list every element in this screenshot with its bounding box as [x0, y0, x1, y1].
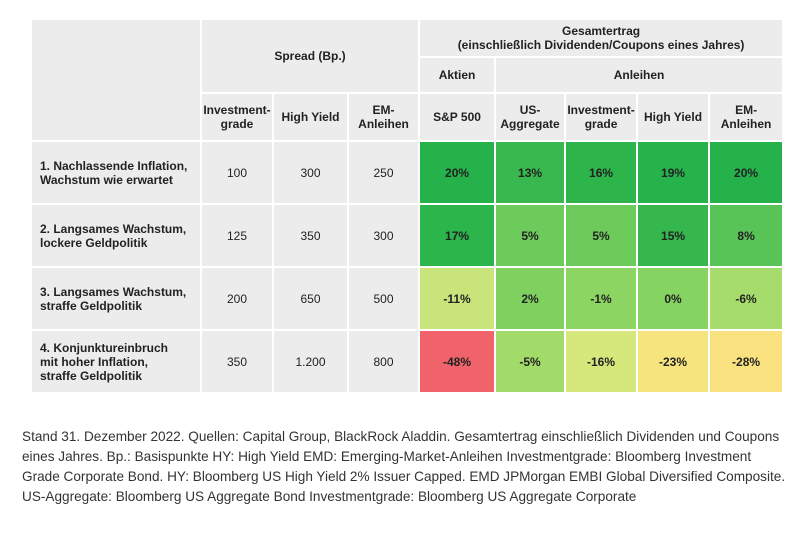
- text-line: 2. Langsames Wachstum,: [40, 221, 187, 236]
- return-cell: 5%: [494, 203, 567, 268]
- return-cell: -16%: [564, 329, 639, 394]
- column-header: Investment-grade: [564, 92, 639, 142]
- return-cell: -1%: [564, 266, 639, 331]
- return-cell: 20%: [708, 140, 785, 205]
- spread-cell: 500: [346, 266, 421, 331]
- column-header: EM- Anleihen: [708, 92, 785, 142]
- text-line: US-: [519, 103, 541, 117]
- return-cell: -11%: [418, 266, 497, 331]
- data-row: 1. Nachlassende Inflation, Wachstum wie e…: [30, 140, 785, 205]
- text-line: Aggregate: [500, 117, 560, 131]
- column-header: US- Aggregate: [494, 92, 567, 142]
- header-row: Aktien Anleihen: [31, 56, 785, 94]
- data-row: 2. Langsames Wachstum, lockere Geldpoliti…: [30, 203, 785, 268]
- row-label: 2. Langsames Wachstum, lockere Geldpoliti…: [30, 203, 202, 268]
- text-line: 3. Langsames Wachstum,: [40, 284, 187, 299]
- return-cell: 5%: [564, 203, 639, 268]
- data-row: 3. Langsames Wachstum, straffe Geldpoliti…: [30, 266, 785, 331]
- text-line: Anleihen: [720, 117, 772, 131]
- return-cell: 8%: [708, 203, 785, 268]
- header-text: Spread (Bp.): [274, 49, 346, 63]
- return-cell: 0%: [636, 266, 711, 331]
- text-line: S&P 500: [433, 110, 481, 124]
- text-line: straffe Geldpolitik: [40, 368, 143, 383]
- text-line: lockere Geldpolitik: [40, 235, 148, 250]
- return-cell: 15%: [636, 203, 711, 268]
- data-row: 4. Konjunktureinbruch mit hoher Inflation…: [30, 329, 785, 394]
- corner-cell: [30, 18, 202, 142]
- column-header: EM- Anleihen: [346, 92, 421, 142]
- text-line: grade: [584, 117, 618, 131]
- row-label: 1. Nachlassende Inflation, Wachstum wie e…: [30, 140, 202, 205]
- return-cell: -48%: [418, 329, 497, 394]
- return-cell: -5%: [494, 329, 567, 394]
- spread-cell: 650: [272, 266, 349, 331]
- bonds-header: Anleihen: [494, 56, 785, 94]
- return-cell: 19%: [636, 140, 711, 205]
- row-label: 4. Konjunktureinbruch mit hoher Inflation…: [30, 329, 202, 394]
- return-cell: -28%: [708, 329, 785, 394]
- text-line: 1. Nachlassende Inflation,: [40, 158, 188, 173]
- spread-cell: 800: [346, 329, 421, 394]
- spread-header: Spread (Bp.): [199, 18, 421, 94]
- spread-cell: 250: [346, 140, 421, 205]
- text-line: Investment-: [203, 103, 271, 117]
- text-line: mit hoher Inflation,: [40, 354, 148, 369]
- text-line: grade: [220, 117, 254, 131]
- header-row: Spread (Bp.) Gesamtertrag (einschließlich …: [30, 18, 785, 142]
- return-cell: 20%: [418, 140, 497, 205]
- spread-cell: 200: [200, 266, 274, 331]
- text-line: Anleihen: [358, 117, 409, 131]
- spread-cell: 350: [200, 329, 274, 394]
- column-header: S&P 500: [418, 92, 497, 142]
- column-header: High Yield: [272, 92, 349, 142]
- row-label: 3. Langsames Wachstum, straffe Geldpoliti…: [30, 266, 202, 331]
- text-line: EM-: [735, 103, 758, 117]
- column-header: Investment-grade: [200, 92, 274, 142]
- header-row: Investment-grade High Yield EM- Anleihen S&P…: [31, 92, 785, 142]
- scenario-table: Spread (Bp.) Gesamtertrag (einschließlich …: [30, 18, 785, 394]
- total-header: Gesamtertrag (einschließlich Dividenden/C…: [418, 18, 785, 58]
- footnote: Stand 31. Dezember 2022. Quellen: Capita…: [22, 429, 786, 504]
- text-line: EM-: [372, 103, 395, 117]
- text-line: Wachstum wie erwartet: [40, 172, 173, 187]
- return-cell: 17%: [418, 203, 497, 268]
- text-line: Investment-: [567, 103, 635, 117]
- return-cell: 2%: [494, 266, 567, 331]
- column-header: High Yield: [636, 92, 711, 142]
- text-line: High Yield: [644, 110, 703, 124]
- return-cell: -6%: [708, 266, 785, 331]
- spread-cell: 125: [200, 203, 274, 268]
- return-cell: -23%: [636, 329, 711, 394]
- text-line: (einschließlich Dividenden/Coupons eines…: [457, 38, 745, 52]
- spread-cell: 300: [346, 203, 421, 268]
- text-line: straffe Geldpolitik: [40, 298, 143, 313]
- spread-cell: 350: [272, 203, 349, 268]
- spread-cell: 1.200: [272, 329, 349, 394]
- spread-cell: 100: [200, 140, 274, 205]
- return-cell: 16%: [564, 140, 639, 205]
- return-cell: 13%: [494, 140, 567, 205]
- text-line: 4. Konjunktureinbruch: [40, 340, 169, 355]
- text-line: Gesamtertrag: [562, 24, 641, 38]
- spread-cell: 300: [272, 140, 349, 205]
- text-line: High Yield: [281, 110, 340, 124]
- stocks-header: Aktien: [418, 56, 497, 94]
